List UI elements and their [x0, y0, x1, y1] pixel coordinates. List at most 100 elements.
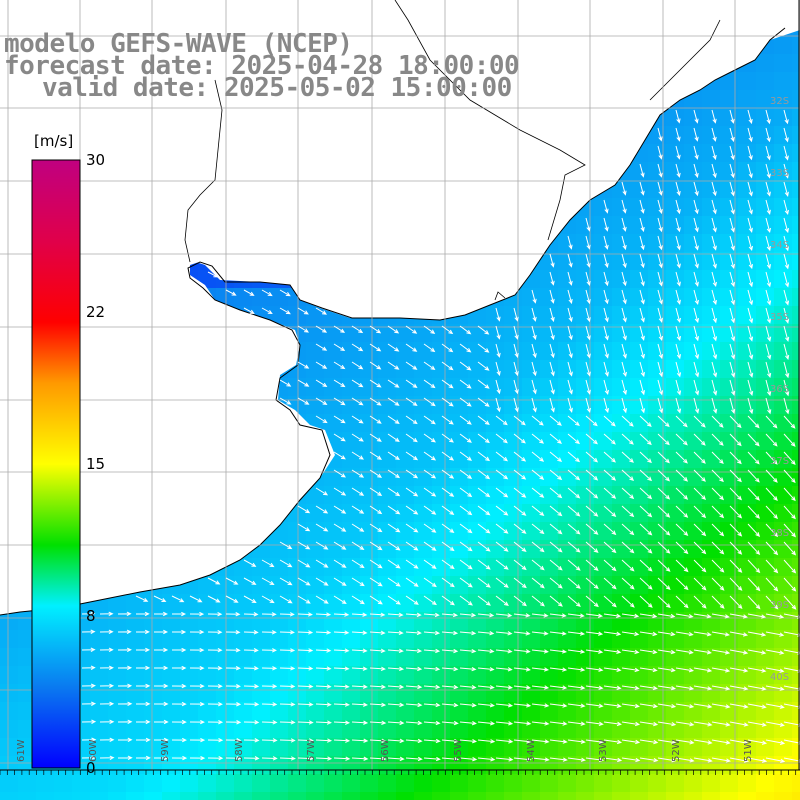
wind-arrow — [675, 109, 681, 124]
wind-arrow — [747, 361, 754, 378]
field-cell — [702, 234, 720, 252]
field-cell — [792, 342, 800, 360]
wind-arrow — [585, 343, 591, 359]
field-cell — [36, 774, 54, 792]
field-cell — [288, 774, 306, 792]
wind-arrow — [693, 325, 699, 342]
field-cell — [612, 306, 630, 324]
wind-arrow — [693, 145, 699, 160]
field-cell — [702, 432, 720, 450]
field-cell — [558, 432, 576, 450]
field-cell — [666, 414, 684, 432]
field-cell — [738, 378, 756, 396]
field-cell — [126, 666, 144, 684]
field-cell — [612, 738, 630, 756]
wind-arrow — [693, 127, 699, 142]
field-cell — [180, 648, 198, 666]
wind-arrow — [729, 145, 735, 161]
wind-arrow — [693, 271, 699, 287]
field-cell — [630, 180, 648, 198]
field-cell — [558, 414, 576, 432]
field-cell — [630, 774, 648, 792]
wind-arrow — [657, 379, 664, 396]
wind-arrow — [711, 325, 718, 342]
wind-arrow — [747, 325, 754, 342]
field-cell — [234, 612, 252, 630]
field-cell — [792, 504, 800, 522]
wind-arrow — [783, 127, 789, 143]
field-cell — [630, 594, 648, 612]
wind-arrow — [531, 379, 537, 395]
field-cell — [648, 792, 666, 800]
field-cell — [558, 720, 576, 738]
field-cell — [630, 270, 648, 288]
field-cell — [648, 612, 666, 630]
wind-arrow — [279, 289, 291, 297]
field-cell — [378, 666, 396, 684]
wind-arrow — [711, 199, 717, 215]
field-cell — [576, 270, 594, 288]
wind-arrow — [693, 289, 699, 305]
coastline — [0, 27, 786, 616]
land-mass — [0, 0, 800, 320]
field-cell — [558, 684, 576, 702]
field-cell — [738, 144, 756, 162]
field-cell — [162, 648, 180, 666]
field-cell — [630, 162, 648, 180]
field-cell — [702, 792, 720, 800]
wind-arrow — [783, 289, 790, 306]
field-cell — [558, 666, 576, 684]
field-cell — [0, 738, 18, 756]
wind-arrow — [441, 343, 454, 353]
field-cell — [612, 396, 630, 414]
colorbar-tick-30: 30 — [86, 151, 106, 169]
field-cell — [414, 792, 432, 800]
field-cell — [630, 360, 648, 378]
field-cell — [666, 666, 684, 684]
wind-arrow — [783, 361, 790, 379]
wind-arrow — [657, 235, 663, 251]
field-cell — [594, 666, 612, 684]
wind-arrow — [387, 325, 400, 334]
wind-arrow — [765, 181, 771, 197]
field-cell — [792, 612, 800, 630]
field-cell — [90, 630, 108, 648]
field-cell — [630, 252, 648, 270]
wind-arrow — [783, 145, 789, 161]
field-cell — [648, 648, 666, 666]
field-cell — [126, 720, 144, 738]
field-cell — [612, 198, 630, 216]
field-cell — [666, 648, 684, 666]
field-cell — [522, 792, 540, 800]
field-cell — [612, 594, 630, 612]
wind-arrow — [783, 343, 790, 361]
field-cell — [666, 522, 684, 540]
field-cell — [792, 180, 800, 198]
field-cell — [234, 702, 252, 720]
wind-arrow — [315, 307, 327, 315]
field-cell — [666, 468, 684, 486]
field-cell — [90, 612, 108, 630]
field-cell — [666, 108, 684, 126]
field-cell — [774, 72, 792, 90]
field-cell — [432, 774, 450, 792]
wind-arrow — [675, 325, 681, 342]
wind-arrow — [369, 361, 382, 370]
field-cell — [630, 630, 648, 648]
wind-arrow — [711, 127, 717, 142]
field-cell — [738, 90, 756, 108]
wind-arrow — [567, 379, 573, 395]
field-cell — [666, 342, 684, 360]
longitude-label: 58W — [234, 739, 245, 762]
wind-arrow — [279, 379, 292, 387]
field-cell — [792, 216, 800, 234]
field-cell — [558, 306, 576, 324]
wind-arrow — [585, 361, 591, 377]
wind-arrow — [567, 289, 573, 305]
field-cell — [720, 468, 738, 486]
wind-arrow — [783, 235, 789, 252]
field-cell — [666, 270, 684, 288]
field-cell — [702, 522, 720, 540]
field-cell — [594, 306, 612, 324]
wind-arrow — [333, 343, 346, 352]
